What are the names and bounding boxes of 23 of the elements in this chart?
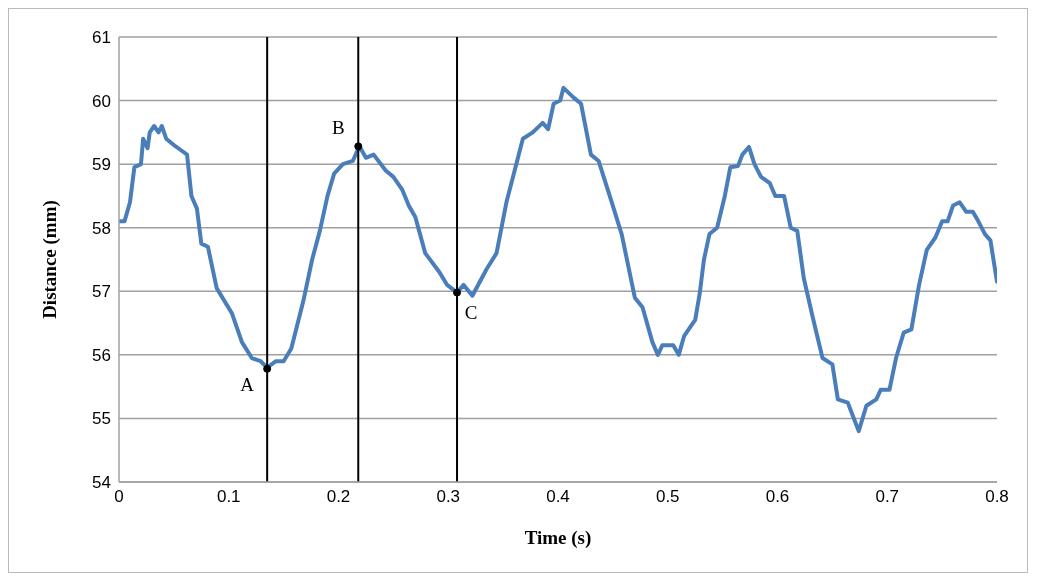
- y-tick-label: 61: [92, 28, 111, 48]
- line-series: [119, 85, 997, 434]
- y-tick-label: 59: [92, 155, 111, 175]
- y-tick-label: 60: [92, 91, 111, 111]
- x-tick-label: 0.1: [216, 487, 241, 507]
- x-tick-label: 0.3: [436, 487, 461, 507]
- y-tick-label: 55: [92, 409, 111, 429]
- y-tick-label: 58: [92, 218, 111, 238]
- x-tick-label: 0.2: [326, 487, 351, 507]
- x-tick-label: 0.6: [765, 487, 790, 507]
- annotation: C: [464, 301, 478, 323]
- annotation: A: [240, 373, 255, 395]
- x-axis-title: Time (s): [524, 527, 592, 549]
- annotation: B: [331, 117, 345, 139]
- y-tick-label: 54: [92, 473, 111, 493]
- x-tick-label: 0.5: [655, 487, 680, 507]
- y-tick-label: 57: [92, 282, 111, 302]
- x-tick-label: 0.8: [985, 487, 1009, 507]
- y-tick-label: 56: [92, 345, 111, 365]
- y-axis-title: Distance (mm): [38, 200, 61, 319]
- x-tick-label: 0.4: [546, 487, 570, 507]
- x-tick-label: 0.7: [875, 487, 900, 507]
- x-tick-label: 0: [114, 487, 124, 507]
